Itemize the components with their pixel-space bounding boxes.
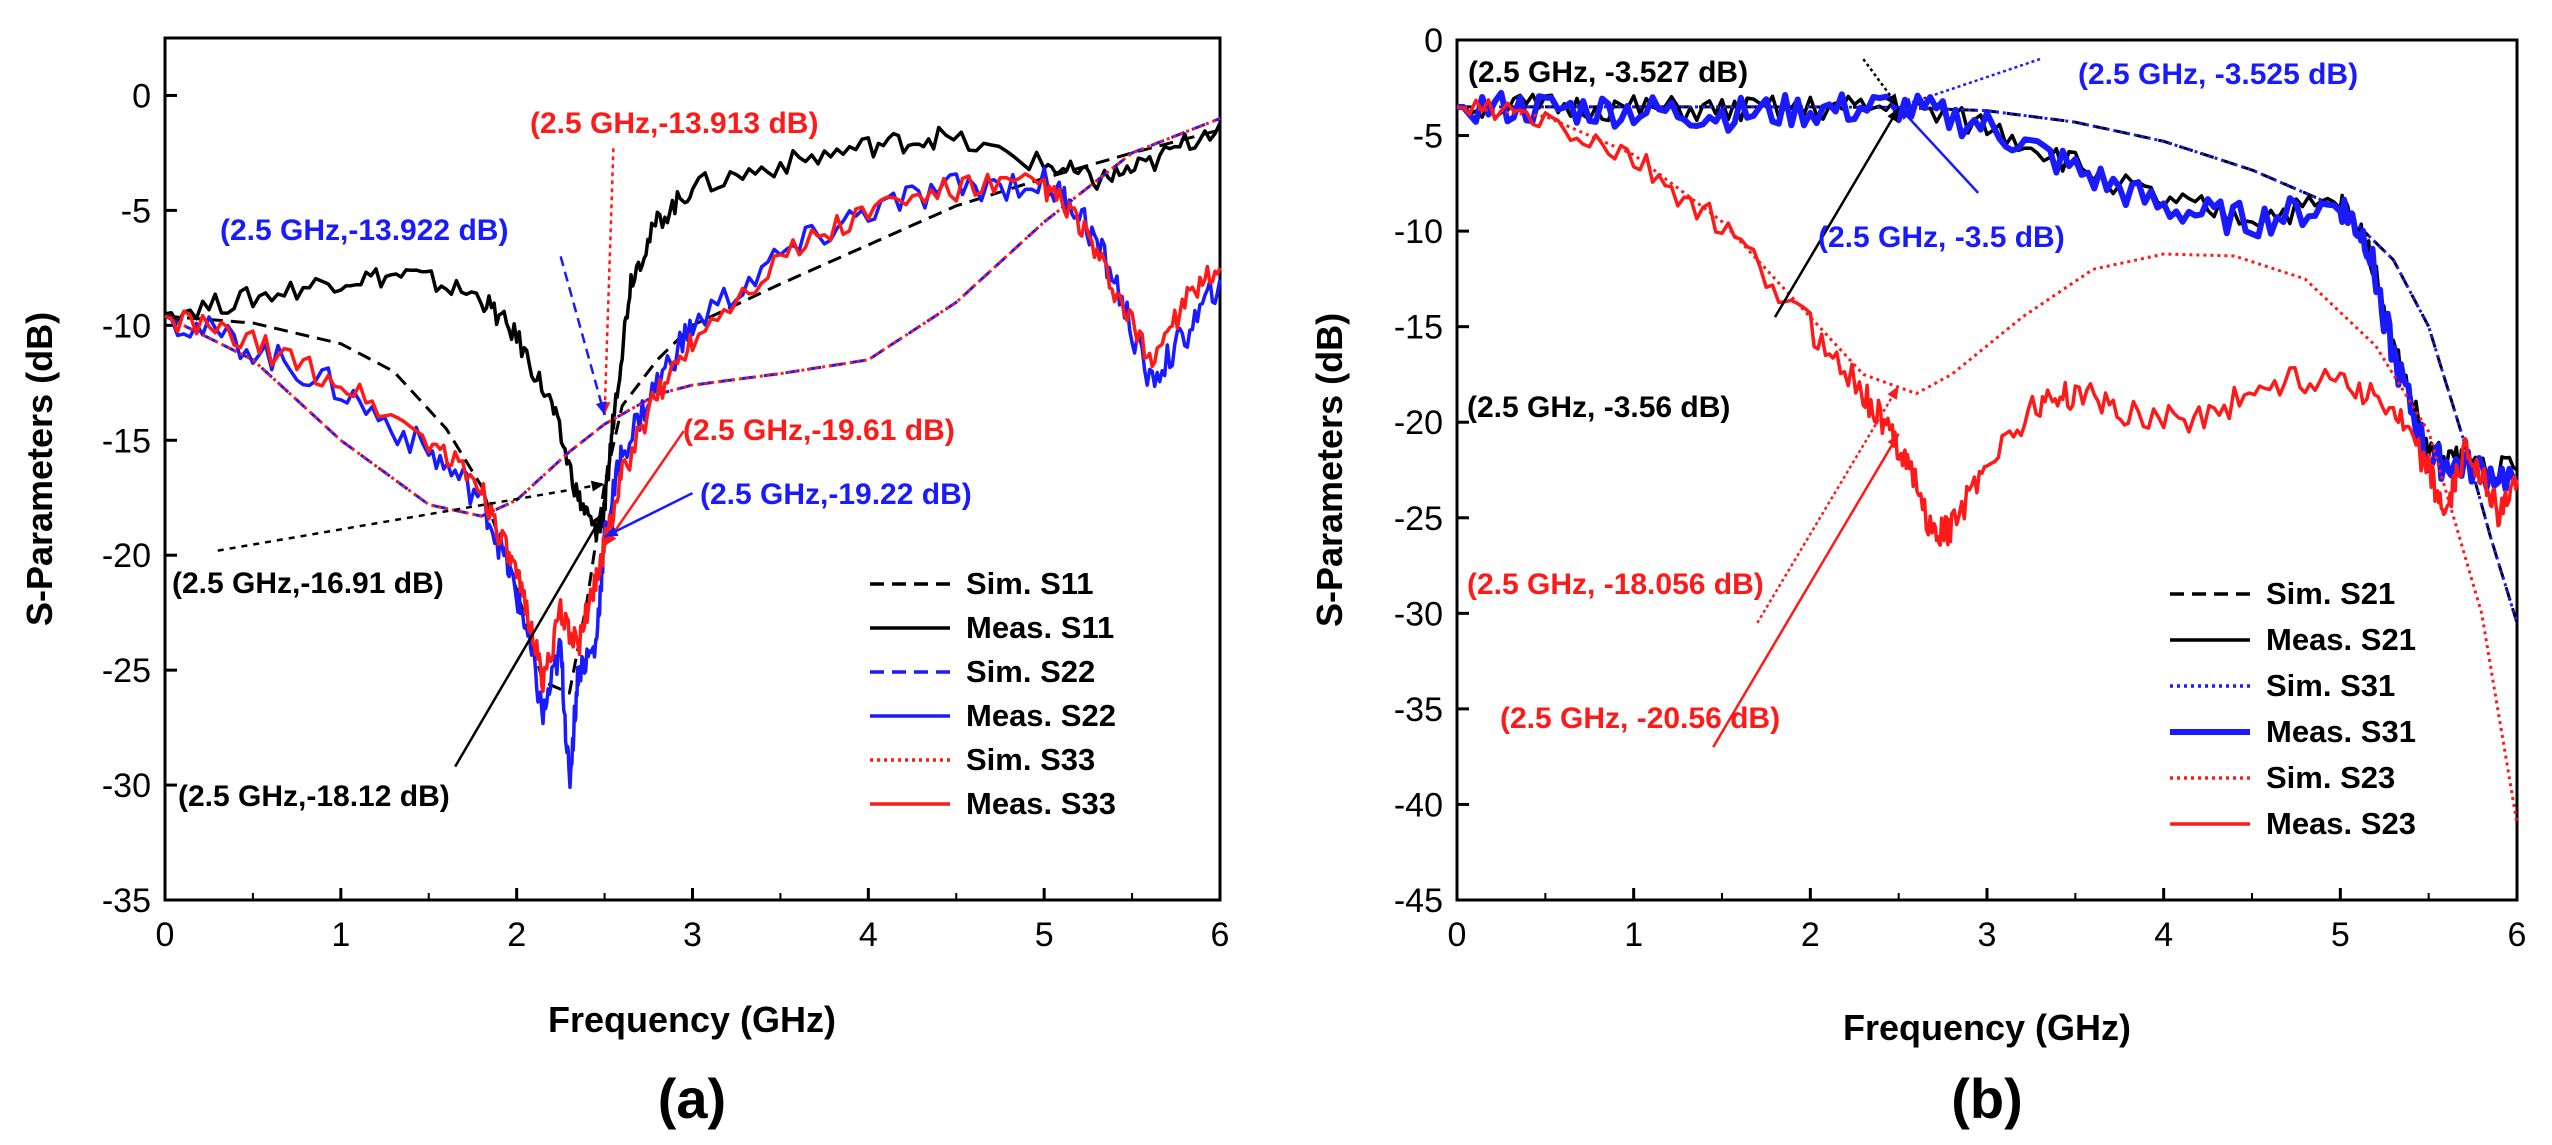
x-tick-label: 0: [1448, 916, 1467, 954]
series-line-meas-s31: [1456, 89, 2518, 493]
x-tick-label: 5: [1035, 916, 1054, 954]
x-tick-label: 4: [859, 916, 878, 954]
y-tick-label: -35: [1394, 691, 1443, 729]
annotation-arrowhead: [595, 401, 607, 415]
x-tick-label: 0: [156, 916, 175, 954]
annotation-leader: [454, 510, 606, 768]
y-tick-label: -15: [1394, 309, 1443, 347]
y-tick-label: -10: [1394, 213, 1443, 251]
y-tick-label: -25: [102, 652, 151, 690]
y-tick-label: 0: [132, 77, 151, 115]
annotation-leader: [1897, 106, 1980, 194]
annotation-arrowhead: [1898, 97, 1913, 108]
series-line-sim-s21: [1457, 105, 2519, 624]
y-tick-label: -5: [1413, 118, 1443, 156]
x-tick-label: 6: [1211, 916, 1230, 954]
series-line-sim-s33: [164, 117, 1221, 518]
x-tick-label: 2: [507, 916, 526, 954]
x-tick-label: 5: [2331, 916, 2350, 954]
y-tick-label: -5: [121, 192, 151, 230]
legend-label: Meas. S23: [2266, 806, 2416, 841]
y-tick-label: -15: [102, 422, 151, 460]
annotation-arrowhead: [1886, 93, 1899, 107]
y-tick-label: -35: [102, 882, 151, 920]
y-axis-label-b: S-Parameters (dB): [1309, 313, 1350, 627]
legend-label: Sim. S33: [966, 742, 1095, 777]
y-axis-label-a: S-Parameters (dB): [19, 312, 60, 626]
annotation-arrowhead: [1887, 385, 1899, 400]
annotation-arrowhead: [1898, 106, 1912, 121]
annotation-arrowhead: [590, 480, 605, 492]
annotation-a-6: (2.5 GHz,-18.12 dB): [178, 780, 450, 813]
series-line-meas-s33: [164, 172, 1222, 694]
x-tick-label: 3: [1978, 916, 1997, 954]
chart-a: 0 1 2 3 4 5 6 0 -5 -10 -15 -20 -25 -30 -35 Frequency (…: [19, 36, 1230, 1130]
annotation-a-3: (2.5 GHz,-19.61 dB): [683, 414, 955, 447]
chart-b: 0 1 2 3 4 5 6 0 -5 -10 -15 -20 -25 -30 -35 -40 -45 Frequ…: [1309, 22, 2526, 1130]
panel-label-b: (b): [1951, 1067, 2023, 1130]
x-tick-label: 4: [2154, 916, 2173, 954]
x-tick-label: 2: [1801, 916, 1820, 954]
annotation-b-1: (2.5 GHz, -3.527 dB): [1468, 56, 1748, 89]
annotation-leader: [559, 256, 606, 416]
y-tick-label: -25: [1394, 500, 1443, 538]
legend-a: Sim. S11 Meas. S11 Sim. S22 Meas. S22 Sim. S…: [870, 566, 1116, 821]
annotation-leader: [604, 492, 694, 538]
annotation-b-4: (2.5 GHz, -3.56 dB): [1467, 391, 1730, 424]
annotation-b-2: (2.5 GHz, -3.525 dB): [2078, 58, 2358, 91]
series-line-sim-s31: [1457, 105, 2519, 624]
annotation-a-2: (2.5 GHz,-13.922 dB): [220, 214, 508, 247]
y-tick-label: -20: [102, 537, 151, 575]
annotation-arrowhead: [1887, 433, 1899, 448]
x-tick-label: 6: [2508, 916, 2527, 954]
annotation-leader: [1756, 385, 1900, 624]
legend-label: Meas. S22: [966, 698, 1116, 733]
legend-label: Meas. S11: [966, 610, 1114, 645]
x-tick-label: 3: [683, 916, 702, 954]
y-tick-label: -30: [1394, 595, 1443, 633]
annotation-arrowhead: [604, 526, 619, 537]
y-tick-label: -10: [102, 307, 151, 345]
legend-b: Sim. S21 Meas. S21 Sim. S31 Meas. S31 Sim. S…: [2170, 576, 2416, 841]
annotation-leader: [603, 430, 685, 547]
legend-label: Sim. S23: [2266, 760, 2395, 795]
series-line-sim-s22: [164, 117, 1221, 518]
legend-label: Meas. S21: [2266, 622, 2416, 657]
x-tick-label: 1: [1624, 916, 1643, 954]
legend-label: Sim. S22: [966, 654, 1095, 689]
annotation-arrowhead: [1887, 108, 1899, 122]
annotation-a-4: (2.5 GHz,-19.22 dB): [700, 478, 972, 511]
x-axis-label-b: Frequency (GHz): [1843, 1007, 2131, 1048]
series-line-meas-s22: [164, 166, 1222, 790]
legend-label: Meas. S31: [2266, 714, 2416, 749]
series-line-sim-s11: [164, 128, 1221, 695]
annotation-a-5: (2.5 GHz,-16.91 dB): [172, 567, 444, 600]
y-tick-label: -30: [102, 767, 151, 805]
annotation-leader: [1712, 433, 1900, 748]
y-tick-label: 0: [1424, 22, 1443, 60]
annotation-a-1: (2.5 GHz,-13.913 dB): [530, 107, 818, 140]
panel-label-a: (a): [658, 1067, 726, 1130]
annotation-b-6: (2.5 GHz, -20.56 dB): [1500, 702, 1780, 735]
x-tick-label: 1: [331, 916, 350, 954]
legend-label: Sim. S31: [2266, 668, 2395, 703]
series-line-meas-s11: [164, 122, 1222, 542]
y-tick-label: -40: [1394, 786, 1443, 824]
y-tick-label: -20: [1394, 404, 1443, 442]
x-axis-label-a: Frequency (GHz): [548, 999, 836, 1040]
annotation-leader: [603, 148, 615, 416]
legend-label: Sim. S21: [2266, 576, 2395, 611]
annotation-leader: [217, 482, 605, 552]
legend-label: Meas. S33: [966, 786, 1116, 821]
legend-label: Sim. S11: [966, 566, 1094, 601]
y-tick-label: -45: [1394, 882, 1443, 920]
annotation-arrowhead: [593, 511, 605, 526]
annotation-b-5: (2.5 GHz, -18.056 dB): [1467, 568, 1764, 601]
annotation-leader: [1898, 57, 2041, 109]
annotation-leader: [1773, 107, 1900, 318]
series-line-meas-s23: [1456, 98, 2519, 547]
annotation-b-3: (2.5 GHz, -3.5 dB): [1818, 221, 2065, 254]
